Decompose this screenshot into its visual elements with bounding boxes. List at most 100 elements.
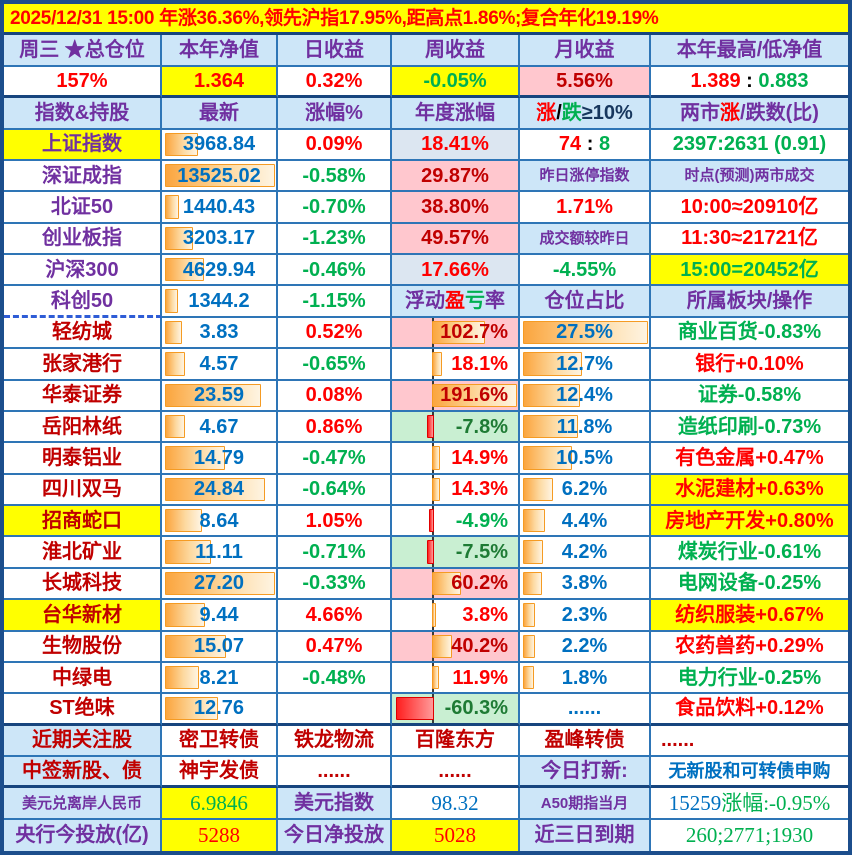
stock-name[interactable]: ST绝味 [4, 694, 162, 726]
stock-change-pct[interactable]: 0.52% [278, 317, 392, 350]
pnl-pct[interactable]: 60.2% [392, 568, 520, 601]
index-change-pct[interactable]: -0.58% [278, 160, 392, 193]
pnl-pct[interactable]: 3.8% [392, 600, 520, 632]
stock-name[interactable]: 台华新材 [4, 600, 162, 632]
market-info[interactable]: 所属板块/操作 [651, 286, 848, 318]
pnl-pct[interactable]: -7.8% [392, 411, 520, 444]
position-pct[interactable]: 2.3% [520, 600, 651, 632]
stock-change-pct[interactable]: 1.05% [278, 506, 392, 538]
stock-name[interactable]: 岳阳林纸 [4, 411, 162, 444]
index-name[interactable]: 深证成指 [4, 160, 162, 193]
pnl-pct[interactable]: 11.9% [392, 662, 520, 695]
market-info[interactable]: 74 : 8 [520, 129, 651, 161]
stock-price[interactable]: 9.44 [162, 600, 278, 632]
omo-injection-value[interactable]: 5288 [162, 819, 278, 852]
pnl-pct[interactable]: -60.3% [392, 694, 520, 726]
index-name[interactable]: 创业板指 [4, 223, 162, 255]
position-pct[interactable]: 10.5% [520, 443, 651, 475]
dollar-index-label[interactable]: 美元指数 [278, 788, 392, 820]
sector-change[interactable]: 农药兽药+0.29% [651, 631, 848, 663]
sector-change[interactable]: 造纸印刷-0.73% [651, 411, 848, 444]
market-updown-header[interactable]: 两市涨/跌数(比) [651, 98, 848, 130]
index-latest[interactable]: 13525.02 [162, 160, 278, 193]
stock-price[interactable]: 14.79 [162, 443, 278, 475]
weekly-return-value[interactable]: -0.05% [392, 66, 520, 99]
index-change-pct[interactable]: 0.09% [278, 129, 392, 161]
pnl-pct[interactable]: -4.9% [392, 506, 520, 538]
stock-name[interactable]: 中绿电 [4, 662, 162, 695]
stock-name[interactable]: 轻纺城 [4, 317, 162, 350]
stock-name[interactable]: 四川双马 [4, 474, 162, 506]
index-stock-header[interactable]: 指数&持股 [4, 98, 162, 130]
stock-name[interactable]: 招商蛇口 [4, 506, 162, 538]
position-pct[interactable]: 6.2% [520, 474, 651, 506]
market-info[interactable]: 11:30≈21721亿 [651, 223, 848, 255]
a50-future-value[interactable]: 15259涨幅:-0.95% [651, 788, 848, 820]
pnl-pct[interactable]: 18.1% [392, 349, 520, 381]
stock-price[interactable]: 27.20 [162, 568, 278, 601]
stock-price[interactable]: 4.67 [162, 411, 278, 444]
stock-change-pct[interactable]: -0.64% [278, 474, 392, 506]
stock-change-pct[interactable]: -0.65% [278, 349, 392, 381]
market-info[interactable]: 成交额较昨日 [520, 223, 651, 255]
market-info[interactable]: 仓位占比 [520, 286, 651, 318]
market-info[interactable]: 15:00=20452亿 [651, 255, 848, 287]
stock-change-pct[interactable]: 0.86% [278, 411, 392, 444]
position-pct[interactable]: 2.2% [520, 631, 651, 663]
pnl-pct[interactable]: -7.5% [392, 537, 520, 569]
sector-change[interactable]: 煤炭行业-0.61% [651, 537, 848, 569]
index-ytd-pct[interactable]: 17.66% [392, 255, 520, 287]
position-pct[interactable]: 11.8% [520, 411, 651, 444]
stock-price[interactable]: 11.11 [162, 537, 278, 569]
monthly-return-value[interactable]: 5.56% [520, 66, 651, 99]
dollar-index-value[interactable]: 98.32 [392, 788, 520, 820]
index-latest[interactable]: 3968.84 [162, 129, 278, 161]
sector-change[interactable]: 商业百货-0.83% [651, 317, 848, 350]
market-info[interactable]: 昨日涨停指数 [520, 160, 651, 193]
index-ytd-pct[interactable]: 38.80% [392, 192, 520, 224]
daily-return-header[interactable]: 日收益 [278, 35, 392, 67]
stock-change-pct[interactable]: -0.71% [278, 537, 392, 569]
sector-change[interactable]: 银行+0.10% [651, 349, 848, 381]
watch-item[interactable]: 百隆东方 [392, 725, 520, 757]
maturity-value[interactable]: 260;2771;1930 [651, 819, 848, 852]
market-info[interactable]: 1.71% [520, 192, 651, 224]
stock-change-pct[interactable]: -0.33% [278, 568, 392, 601]
position-pct[interactable]: ...... [520, 694, 651, 726]
weekly-return-header[interactable]: 周收益 [392, 35, 520, 67]
index-change-pct[interactable]: -1.23% [278, 223, 392, 255]
a50-future-label[interactable]: A50期指当月 [520, 788, 651, 820]
new-shares-label[interactable]: 中签新股、债 [4, 757, 162, 789]
stock-name[interactable]: 华泰证券 [4, 380, 162, 412]
stock-price[interactable]: 4.57 [162, 349, 278, 381]
sector-change[interactable]: 纺织服装+0.67% [651, 600, 848, 632]
position-pct[interactable]: 12.4% [520, 380, 651, 412]
new-share-item[interactable]: ...... [278, 757, 392, 789]
position-pct[interactable]: 12.7% [520, 349, 651, 381]
pnl-pct[interactable]: 102.7% [392, 317, 520, 350]
pnl-pct[interactable]: 14.9% [392, 443, 520, 475]
market-info[interactable]: 时点(预测)两市成交 [651, 160, 848, 193]
position-pct[interactable]: 1.8% [520, 662, 651, 695]
index-change-pct[interactable]: -1.15% [278, 286, 392, 318]
stock-change-pct[interactable]: 0.08% [278, 380, 392, 412]
index-latest[interactable]: 3203.17 [162, 223, 278, 255]
sector-change[interactable]: 水泥建材+0.63% [651, 474, 848, 506]
maturity-label[interactable]: 近三日到期 [520, 819, 651, 852]
stock-name[interactable]: 淮北矿业 [4, 537, 162, 569]
index-ytd-pct[interactable]: 18.41% [392, 129, 520, 161]
stock-change-pct[interactable]: 0.47% [278, 631, 392, 663]
index-name[interactable]: 沪深300 [4, 255, 162, 287]
limit-updown-header[interactable]: 涨/跌≥10% [520, 98, 651, 130]
stock-price[interactable]: 15.07 [162, 631, 278, 663]
daily-return-value[interactable]: 0.32% [278, 66, 392, 99]
omo-injection-label[interactable]: 央行今投放(亿) [4, 819, 162, 852]
weekday-position-header[interactable]: 周三 ★总仓位 [4, 35, 162, 67]
market-info[interactable]: -4.55% [520, 255, 651, 287]
stock-name[interactable]: 张家港行 [4, 349, 162, 381]
index-ytd-pct[interactable]: 浮动盈亏率 [392, 286, 520, 318]
net-injection-value[interactable]: 5028 [392, 819, 520, 852]
market-info[interactable]: 10:00≈20910亿 [651, 192, 848, 224]
stock-price[interactable]: 3.83 [162, 317, 278, 350]
usdcnh-value[interactable]: 6.9846 [162, 788, 278, 820]
